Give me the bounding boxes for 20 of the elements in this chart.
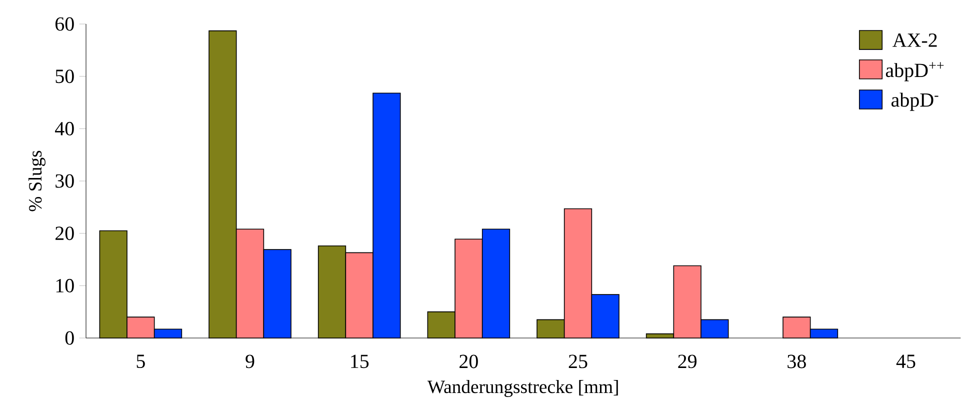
x-tick-label: 45 <box>896 354 916 368</box>
x-tick-label: 38 <box>788 354 806 368</box>
y-tick-label: 30 <box>56 174 74 188</box>
x-tick-label: 25 <box>568 354 588 368</box>
y-tick-label: 0 <box>65 331 74 345</box>
y-tick-label: 40 <box>55 122 74 136</box>
x-tick-label: 9 <box>246 354 254 368</box>
y-tick-label: 10 <box>56 278 74 292</box>
y-tick-label: 50 <box>56 70 74 84</box>
y-tick-label: 20 <box>56 226 74 240</box>
x-tick-label: 15 <box>351 354 369 368</box>
legend-label: abpD$^{++}$ <box>886 62 944 82</box>
x-tick-label: 20 <box>460 354 478 368</box>
x-axis-title: Wanderungsstrecke [mm] <box>427 380 618 398</box>
legend-label: AX-2 <box>892 33 937 47</box>
y-tick-label: 60 <box>55 17 74 31</box>
x-tick-label: 5 <box>136 354 145 368</box>
legend-label: abpD$^{-}$ <box>891 92 938 111</box>
x-tick-label: 29 <box>678 354 697 368</box>
y-axis-title: % Slugs <box>28 150 46 212</box>
